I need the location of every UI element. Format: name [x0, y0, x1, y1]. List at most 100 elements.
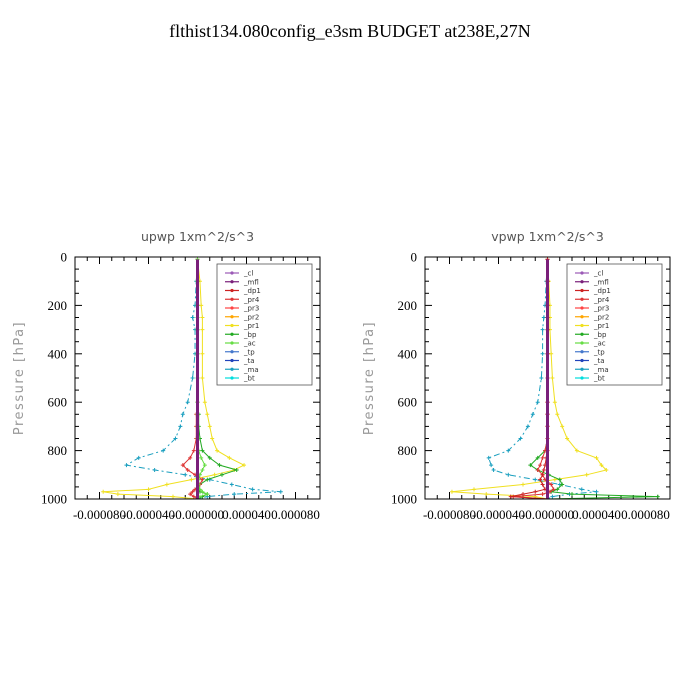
data-point [506, 472, 511, 477]
data-point [205, 492, 210, 497]
legend-label: _dp1 [243, 287, 261, 295]
data-point [115, 492, 120, 497]
y-axis-label: Pressure [hPa] [12, 321, 27, 435]
legend-label: _tp [593, 348, 605, 356]
legend-marker [230, 271, 234, 275]
data-point [557, 477, 562, 482]
data-point [200, 351, 205, 356]
plot-frame [424, 256, 671, 500]
legend-marker [580, 297, 584, 301]
y-tick-label: 1000 [391, 492, 417, 507]
legend-marker [230, 350, 234, 354]
data-point [200, 467, 205, 472]
plot-area [449, 257, 660, 499]
legend-marker [230, 367, 234, 371]
legend-label: _pr2 [593, 313, 609, 321]
data-point [202, 463, 207, 468]
legend-marker [230, 376, 234, 380]
y-axis-label: Pressure [hPa] [362, 321, 377, 435]
x-tick-label: 0.000040 [222, 507, 271, 522]
data-point [210, 436, 215, 441]
data-point [199, 455, 204, 460]
data-point [190, 315, 195, 320]
data-point [136, 455, 141, 460]
y-tick-label: 400 [48, 346, 68, 361]
legend-marker [230, 341, 234, 345]
data-point [594, 455, 599, 460]
y-tick-label: 800 [48, 443, 68, 458]
data-point [570, 492, 574, 497]
data-point [199, 303, 204, 308]
legend-marker [580, 367, 584, 371]
data-point [540, 472, 545, 477]
data-point [541, 467, 546, 472]
data-point [604, 467, 609, 472]
data-point [227, 455, 232, 460]
y-tick-label: 400 [398, 346, 418, 361]
legend-marker [580, 288, 584, 293]
legend-label: _pr3 [243, 305, 259, 313]
page-title: flthist134.080config_e3sm BUDGET at238E,… [169, 21, 531, 41]
legend-marker [580, 332, 584, 336]
legend-label: _dp1 [593, 287, 611, 295]
data-point [565, 436, 570, 441]
data-point [535, 455, 540, 460]
data-point [190, 489, 195, 494]
legend-label: _ta [593, 357, 605, 365]
data-point [278, 489, 283, 494]
data-point [207, 455, 212, 460]
data-point [550, 376, 555, 380]
legend-marker [230, 358, 234, 363]
data-point [200, 376, 205, 380]
panel-title: upwp 1xm^2/s^3 [141, 229, 254, 244]
data-point [549, 351, 554, 356]
data-point [491, 467, 496, 472]
legend-marker [230, 288, 234, 293]
legend-label: _cl [243, 270, 253, 278]
data-point [560, 424, 565, 429]
data-point [489, 463, 494, 468]
data-point [540, 327, 545, 332]
data-point [521, 482, 525, 487]
data-point [655, 494, 660, 499]
data-point [185, 467, 190, 472]
legend: _cl_mfl_dp1_pr4_pr3_pr2_pr1_bp_ac_tp_ta_… [566, 263, 663, 386]
data-point [220, 472, 224, 477]
data-point [521, 492, 525, 497]
data-point [250, 487, 255, 492]
legend-label: _cl [593, 270, 603, 278]
data-point [242, 463, 247, 468]
data-point [484, 492, 489, 497]
legend-label: _ac [243, 340, 256, 348]
data-point [552, 477, 557, 482]
data-point [538, 463, 543, 468]
legend-marker [230, 315, 234, 319]
legend-label: _pr4 [593, 296, 610, 304]
data-point [541, 315, 546, 320]
data-point [200, 477, 205, 482]
data-point [552, 400, 557, 405]
legend-label: _pr1 [243, 322, 259, 330]
legend-label: _pr3 [593, 305, 609, 313]
data-point [540, 482, 545, 487]
plot-frame [74, 256, 321, 500]
legend-marker [230, 306, 234, 310]
y-tick-label: 200 [48, 298, 68, 313]
legend-marker [580, 341, 584, 345]
legend-label: _pr1 [593, 322, 609, 330]
data-point [212, 472, 217, 477]
y-tick-label: 800 [398, 443, 418, 458]
y-tick-label: 1000 [41, 492, 67, 507]
data-point [232, 492, 237, 497]
data-point [229, 482, 234, 487]
data-point [190, 376, 195, 380]
x-tick-label: 0.000080 [271, 507, 320, 522]
data-point [207, 424, 212, 429]
data-point [234, 467, 239, 472]
data-point [191, 494, 196, 499]
data-point [472, 487, 476, 492]
data-point [518, 436, 523, 441]
data-point [217, 463, 222, 468]
data-point [555, 487, 560, 492]
legend-label: _pr2 [243, 313, 259, 321]
